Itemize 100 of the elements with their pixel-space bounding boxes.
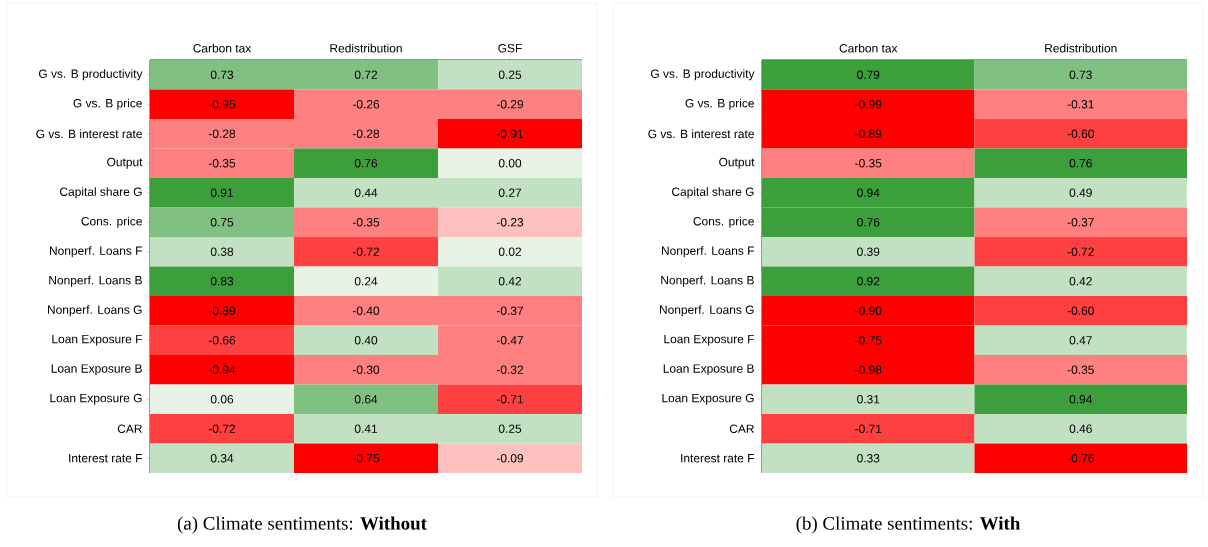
y-tick-label: Cons. price	[693, 216, 754, 228]
data-label: -0.09	[496, 454, 524, 463]
data-label: 0.44	[354, 188, 378, 197]
y-tick-label: Nonperf. Loans G	[659, 305, 754, 317]
y-tick-label: Loan Exposure F	[52, 334, 142, 346]
y-tick-label: G vs. B productivity	[650, 69, 755, 81]
y-tick-label: Output	[107, 157, 143, 169]
y-tick-label: Capital share G	[60, 187, 142, 199]
data-label: 0.79	[857, 70, 880, 79]
data-label: 0.40	[354, 336, 378, 345]
text: (a) Climate sentiments: Without	[177, 516, 427, 534]
data-label: 0.00	[498, 159, 522, 168]
data-label: -0.23	[496, 218, 524, 227]
data-label: -0.76	[1067, 454, 1094, 463]
data-label: -0.35	[352, 218, 380, 227]
data-label: -0.47	[496, 336, 524, 345]
y-tick-label: Output	[719, 157, 755, 169]
y-tick-label: Nonperf. Loans B	[661, 275, 754, 287]
y-tick-label: Interest rate F	[681, 454, 754, 463]
data-label: 0.41	[354, 424, 378, 433]
data-label: 0.31	[857, 395, 880, 404]
data-label: -0.75	[352, 454, 380, 463]
y-tick-label: Loan Exposure B	[51, 364, 142, 376]
data-label: -0.35	[208, 159, 236, 168]
x-tick-label: Redistribution	[1045, 43, 1117, 53]
data-label: -0.28	[352, 129, 380, 138]
data-label: -0.98	[855, 365, 882, 374]
data-label: 0.47	[1069, 336, 1092, 345]
data-label: 0.24	[354, 277, 378, 286]
y-tick-label: CAR	[117, 424, 142, 433]
data-label: -0.35	[1067, 365, 1094, 374]
data-label: -0.75	[855, 336, 882, 345]
data-label: 0.42	[498, 277, 522, 286]
data-label: -0.66	[208, 336, 236, 345]
y-tick-label: Nonperf. Loans F	[661, 246, 754, 258]
data-label: -0.89	[208, 306, 236, 315]
x-tick-label: Redistribution	[330, 43, 402, 53]
y-tick-label: Nonperf. Loans B	[49, 275, 142, 287]
data-label: -0.37	[1067, 218, 1094, 227]
y-tick-label: G vs. B productivity	[38, 69, 143, 81]
data-label: 0.83	[210, 277, 234, 286]
data-label: 0.25	[498, 70, 522, 79]
data-label: -0.99	[855, 100, 882, 109]
y-tick-label: Loan Exposure G	[662, 393, 754, 405]
data-label: -0.35	[855, 159, 882, 168]
data-label: 0.92	[857, 277, 880, 286]
data-label: -0.31	[1067, 100, 1094, 109]
data-label: 0.46	[1069, 424, 1092, 433]
data-label: 0.91	[210, 188, 234, 197]
data-label: -0.71	[496, 395, 524, 404]
data-label: 0.25	[498, 424, 522, 433]
y-tick-label: Loan Exposure F	[664, 334, 754, 346]
data-label: -0.95	[208, 100, 236, 109]
y-tick-label: Cons. price	[81, 216, 142, 228]
data-label: 0.76	[857, 218, 880, 227]
data-label: 0.75	[210, 218, 234, 227]
data-label: -0.26	[352, 100, 380, 109]
data-label: -0.60	[1067, 129, 1094, 138]
data-label: 0.94	[1069, 395, 1093, 404]
data-label: 0.34	[210, 454, 234, 463]
data-label: -0.94	[208, 365, 236, 374]
data-label: 0.02	[498, 247, 522, 256]
data-label: 0.73	[210, 70, 234, 79]
data-label: -0.37	[496, 306, 524, 315]
x-tick-label: GSF	[498, 44, 522, 53]
x-tick-label: Carbon tax	[193, 43, 252, 53]
data-label: 0.38	[210, 247, 234, 256]
x-tick-label: Carbon tax	[839, 43, 898, 53]
data-label: -0.32	[496, 365, 524, 374]
y-tick-label: Nonperf. Loans G	[47, 305, 142, 317]
data-label: 0.06	[210, 395, 234, 404]
data-label: -0.89	[855, 129, 882, 138]
data-label: -0.40	[352, 306, 380, 315]
data-label: -0.90	[855, 306, 882, 315]
data-label: 0.42	[1069, 277, 1092, 286]
data-label: 0.76	[354, 159, 378, 168]
data-label: -0.71	[855, 424, 882, 433]
y-tick-label: CAR	[729, 424, 754, 433]
data-label: -0.91	[496, 129, 524, 138]
data-label: -0.30	[352, 365, 380, 374]
y-tick-label: Loan Exposure G	[50, 393, 142, 405]
data-label: -0.28	[208, 129, 236, 138]
data-label: -0.60	[1067, 306, 1094, 315]
text: (b) Climate sentiments: With	[796, 516, 1021, 534]
data-label: -0.72	[208, 424, 236, 433]
data-label: 0.72	[354, 70, 378, 79]
y-tick-label: G vs. B interest rate	[648, 129, 754, 139]
y-tick-label: Loan Exposure B	[663, 364, 754, 376]
data-label: 0.39	[857, 247, 880, 256]
y-tick-label: Capital share G	[672, 187, 754, 199]
data-label: 0.33	[857, 454, 880, 463]
data-label: -0.72	[1067, 247, 1094, 256]
y-tick-label: Nonperf. Loans F	[49, 246, 142, 258]
data-label: 0.94	[857, 188, 880, 197]
y-tick-label: Interest rate F	[69, 454, 142, 463]
data-label: 0.64	[354, 395, 378, 404]
y-tick-label: G vs. B interest rate	[36, 129, 142, 139]
data-label: 0.76	[1069, 159, 1092, 168]
data-label: -0.29	[496, 100, 524, 109]
data-label: -0.72	[352, 247, 380, 256]
